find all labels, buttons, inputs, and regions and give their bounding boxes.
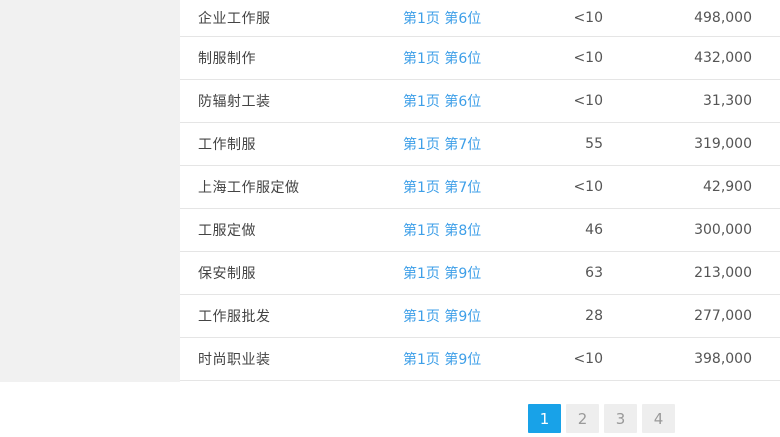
metric-cell: <10 bbox=[573, 10, 603, 26]
keyword-cell: 工作制服 bbox=[198, 137, 256, 153]
metric-cell: 46 bbox=[585, 222, 603, 238]
volume-cell: 498,000 bbox=[694, 10, 752, 26]
rank-link[interactable]: 第1页 第9位 bbox=[403, 266, 482, 282]
rank-link[interactable]: 第1页 第7位 bbox=[403, 137, 482, 153]
pagination-page-4[interactable]: 4 bbox=[642, 404, 675, 433]
volume-cell: 432,000 bbox=[694, 50, 752, 66]
rank-link[interactable]: 第1页 第6位 bbox=[403, 51, 482, 67]
rank-link[interactable]: 第1页 第7位 bbox=[403, 180, 482, 196]
rank-link[interactable]: 第1页 第6位 bbox=[403, 11, 482, 27]
table-row: 工作服批发 第1页 第9位 28 277,000 bbox=[180, 295, 780, 338]
keyword-cell: 防辐射工装 bbox=[198, 94, 271, 110]
metric-cell: 63 bbox=[585, 265, 603, 281]
keyword-ranking-table: 企业工作服 第1页 第6位 <10 498,000 制服制作 第1页 第6位 <… bbox=[180, 0, 780, 381]
table-row: 防辐射工装 第1页 第6位 <10 31,300 bbox=[180, 80, 780, 123]
keyword-cell: 工服定做 bbox=[198, 223, 256, 239]
volume-cell: 319,000 bbox=[694, 136, 752, 152]
volume-cell: 42,900 bbox=[703, 179, 752, 195]
metric-cell: <10 bbox=[573, 50, 603, 66]
pagination-page-2[interactable]: 2 bbox=[566, 404, 599, 433]
volume-cell: 398,000 bbox=[694, 351, 752, 367]
table-row: 工作制服 第1页 第7位 55 319,000 bbox=[180, 123, 780, 166]
pagination-page-3[interactable]: 3 bbox=[604, 404, 637, 433]
table-row: 企业工作服 第1页 第6位 <10 498,000 bbox=[180, 0, 780, 37]
keyword-cell: 保安制服 bbox=[198, 266, 256, 282]
table-row: 工服定做 第1页 第8位 46 300,000 bbox=[180, 209, 780, 252]
rank-link[interactable]: 第1页 第8位 bbox=[403, 223, 482, 239]
table-row: 制服制作 第1页 第6位 <10 432,000 bbox=[180, 37, 780, 80]
pagination-page-1[interactable]: 1 bbox=[528, 404, 561, 433]
keyword-cell: 制服制作 bbox=[198, 51, 256, 67]
table-row: 保安制服 第1页 第9位 63 213,000 bbox=[180, 252, 780, 295]
pagination: 1 2 3 4 bbox=[528, 404, 675, 433]
rank-link[interactable]: 第1页 第9位 bbox=[403, 309, 482, 325]
metric-cell: 28 bbox=[585, 308, 603, 324]
keyword-cell: 企业工作服 bbox=[198, 11, 271, 27]
keyword-cell: 时尚职业装 bbox=[198, 352, 271, 368]
metric-cell: <10 bbox=[573, 351, 603, 367]
volume-cell: 300,000 bbox=[694, 222, 752, 238]
volume-cell: 277,000 bbox=[694, 308, 752, 324]
keyword-cell: 上海工作服定做 bbox=[198, 180, 300, 196]
metric-cell: <10 bbox=[573, 179, 603, 195]
left-sidebar-panel bbox=[0, 0, 180, 382]
table-row: 时尚职业装 第1页 第9位 <10 398,000 bbox=[180, 338, 780, 381]
table-row: 上海工作服定做 第1页 第7位 <10 42,900 bbox=[180, 166, 780, 209]
rank-link[interactable]: 第1页 第9位 bbox=[403, 352, 482, 368]
metric-cell: 55 bbox=[585, 136, 603, 152]
volume-cell: 31,300 bbox=[703, 93, 752, 109]
volume-cell: 213,000 bbox=[694, 265, 752, 281]
keyword-cell: 工作服批发 bbox=[198, 309, 271, 325]
metric-cell: <10 bbox=[573, 93, 603, 109]
rank-link[interactable]: 第1页 第6位 bbox=[403, 94, 482, 110]
